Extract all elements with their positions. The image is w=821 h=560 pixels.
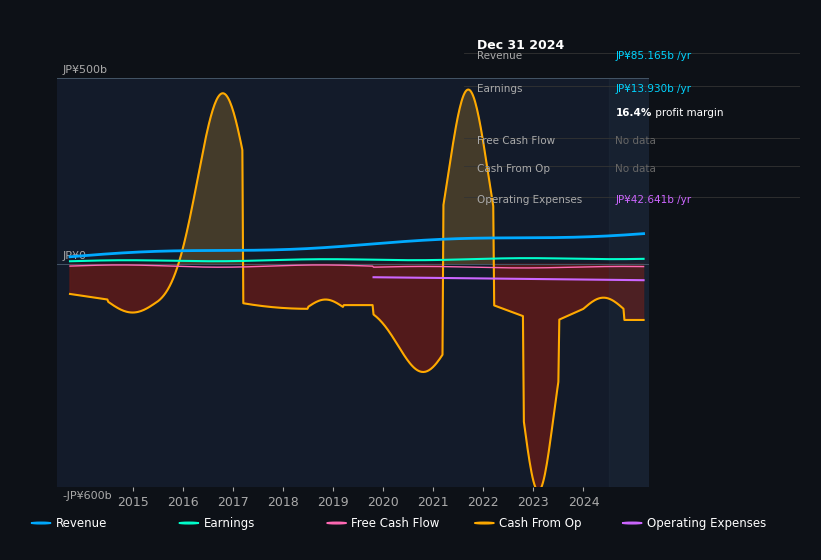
Text: JP¥13.930b /yr: JP¥13.930b /yr [616, 84, 691, 94]
Text: JP¥0: JP¥0 [62, 251, 86, 262]
Text: No data: No data [616, 136, 656, 146]
Text: Dec 31 2024: Dec 31 2024 [477, 39, 565, 52]
Text: Free Cash Flow: Free Cash Flow [351, 516, 440, 530]
Bar [608, 78, 649, 487]
Text: Free Cash Flow: Free Cash Flow [477, 136, 556, 146]
Text: -JP¥600b: -JP¥600b [62, 491, 112, 501]
Text: Operating Expenses: Operating Expenses [477, 195, 583, 204]
Text: JP¥85.165b /yr: JP¥85.165b /yr [616, 52, 691, 62]
Text: JP¥42.641b /yr: JP¥42.641b /yr [616, 195, 691, 204]
Text: profit margin: profit margin [653, 108, 724, 118]
Text: JP¥500b: JP¥500b [62, 65, 108, 74]
Text: Operating Expenses: Operating Expenses [647, 516, 766, 530]
Circle shape [327, 522, 346, 524]
Text: Revenue: Revenue [477, 52, 522, 62]
Circle shape [622, 522, 642, 524]
Circle shape [31, 522, 51, 524]
Circle shape [475, 522, 494, 524]
Text: Cash From Op: Cash From Op [477, 165, 550, 174]
Text: Cash From Op: Cash From Op [499, 516, 581, 530]
Text: No data: No data [616, 165, 656, 174]
Text: Revenue: Revenue [56, 516, 108, 530]
Text: 16.4%: 16.4% [616, 108, 652, 118]
Circle shape [179, 522, 199, 524]
Text: Earnings: Earnings [477, 84, 523, 94]
Text: Earnings: Earnings [204, 516, 255, 530]
